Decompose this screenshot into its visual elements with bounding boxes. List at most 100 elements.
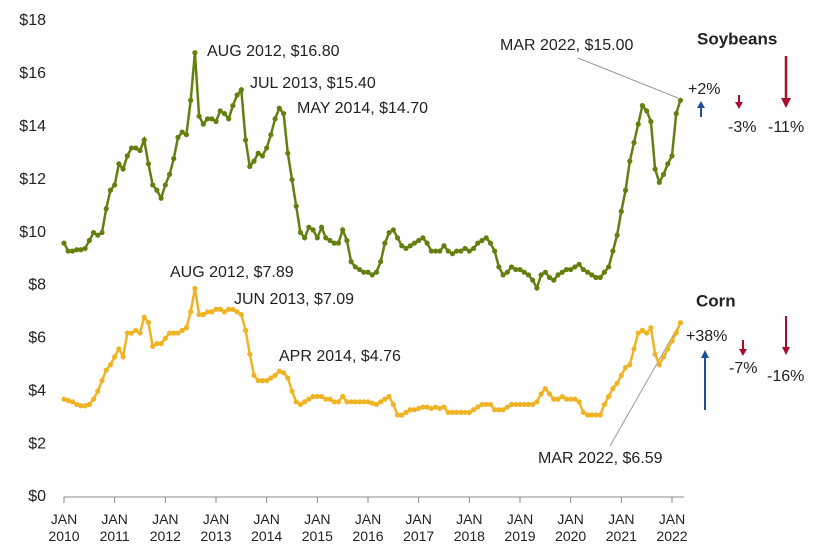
- data-point: [576, 399, 582, 405]
- data-point: [150, 182, 156, 188]
- data-point: [154, 341, 160, 347]
- data-point: [563, 396, 570, 402]
- data-point: [306, 396, 312, 402]
- data-point: [449, 409, 456, 415]
- data-point: [196, 113, 202, 119]
- data-point: [171, 330, 177, 336]
- data-point: [432, 404, 439, 410]
- data-point: [521, 401, 527, 408]
- data-point: [496, 264, 502, 270]
- data-point: [399, 412, 405, 418]
- data-point: [74, 401, 80, 408]
- data-point: [61, 240, 67, 246]
- data-point: [234, 309, 240, 315]
- data-point: [310, 393, 316, 400]
- data-point: [597, 274, 603, 281]
- data-point: [597, 412, 603, 418]
- data-point: [213, 118, 219, 125]
- change-label: -7%: [729, 360, 757, 377]
- data-point: [217, 306, 223, 312]
- data-point: [631, 140, 637, 146]
- data-point: [175, 134, 181, 140]
- data-point: [314, 393, 320, 400]
- data-point: [259, 378, 266, 384]
- data-point: [462, 409, 468, 415]
- y-tick-label: $4: [28, 382, 46, 399]
- data-point: [226, 116, 232, 122]
- change-label: +38%: [686, 328, 727, 345]
- data-point: [411, 407, 418, 413]
- data-point: [348, 259, 354, 265]
- data-point: [483, 235, 489, 241]
- x-tick-label: JAN 2022: [656, 511, 688, 544]
- data-point: [420, 404, 426, 410]
- data-point: [107, 362, 114, 368]
- data-point: [340, 393, 346, 400]
- data-point: [86, 237, 92, 244]
- data-point: [297, 401, 304, 408]
- data-point: [369, 272, 375, 278]
- data-point: [238, 311, 244, 318]
- data-point: [432, 248, 439, 254]
- data-point: [513, 401, 519, 408]
- data-point: [285, 375, 291, 381]
- data-point: [268, 132, 274, 138]
- data-point: [69, 248, 76, 254]
- data-point: [133, 145, 139, 151]
- data-point: [656, 179, 662, 185]
- data-point: [411, 240, 418, 246]
- annotation: AUG 2012, $16.80: [207, 43, 340, 60]
- data-point: [386, 229, 392, 236]
- data-point: [572, 396, 578, 402]
- data-point: [293, 399, 299, 405]
- y-tick-label: $10: [19, 224, 46, 241]
- data-point: [356, 266, 363, 273]
- data-point: [264, 145, 270, 151]
- data-point: [188, 97, 194, 103]
- data-point: [192, 50, 198, 56]
- data-point: [622, 364, 629, 371]
- data-point: [487, 240, 494, 246]
- x-tick-label: JAN 2019: [504, 511, 536, 544]
- x-tick-label: JAN 2014: [251, 511, 283, 544]
- data-point: [103, 367, 109, 373]
- data-point: [95, 232, 101, 238]
- data-point: [483, 401, 489, 408]
- y-tick-label: $6: [28, 330, 46, 347]
- data-point: [572, 264, 578, 270]
- data-point: [209, 309, 215, 315]
- data-point: [158, 195, 164, 201]
- data-point: [276, 368, 282, 374]
- data-point: [188, 309, 194, 315]
- data-point: [162, 182, 168, 188]
- data-point: [428, 248, 434, 254]
- data-point: [356, 399, 363, 405]
- data-point: [221, 110, 228, 117]
- data-point: [251, 372, 257, 378]
- annotation: JUN 2013, $7.09: [234, 291, 354, 308]
- data-point: [183, 325, 190, 331]
- data-point: [247, 163, 253, 170]
- data-point: [466, 409, 472, 415]
- data-point: [614, 380, 620, 386]
- data-point: [462, 245, 468, 252]
- data-point: [593, 274, 599, 281]
- data-point: [137, 330, 143, 336]
- data-point: [546, 274, 553, 281]
- data-point: [500, 272, 506, 278]
- y-tick-label: $8: [28, 277, 46, 294]
- x-tick-label: JAN 2021: [605, 511, 637, 544]
- data-point: [449, 251, 456, 257]
- data-point: [445, 248, 451, 254]
- data-point: [61, 396, 67, 402]
- data-point: [82, 403, 88, 409]
- data-point: [504, 269, 510, 275]
- change-group-title: Soybeans: [697, 29, 777, 48]
- data-point: [90, 229, 97, 236]
- data-point: [200, 311, 206, 318]
- x-tick-label: JAN 2015: [301, 511, 333, 544]
- data-point: [568, 266, 574, 273]
- data-point: [234, 92, 240, 98]
- data-point: [610, 248, 616, 254]
